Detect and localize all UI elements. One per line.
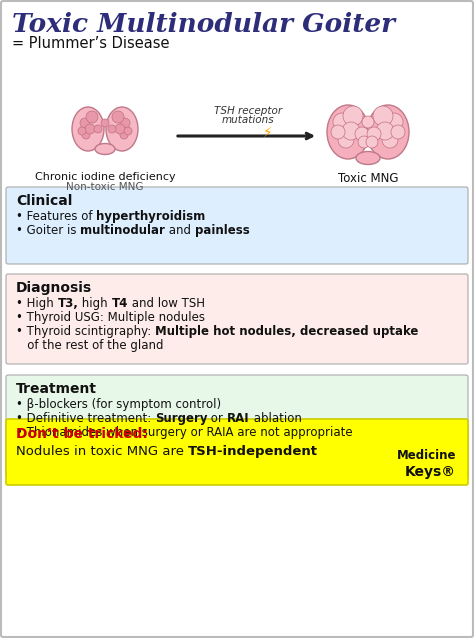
Text: Nodules in toxic MNG are: Nodules in toxic MNG are	[16, 445, 188, 458]
Circle shape	[124, 127, 132, 135]
Ellipse shape	[327, 105, 369, 159]
Circle shape	[115, 124, 125, 134]
Circle shape	[82, 131, 90, 139]
Circle shape	[101, 119, 109, 127]
Text: painless: painless	[195, 224, 250, 237]
Ellipse shape	[356, 151, 380, 165]
Ellipse shape	[367, 105, 409, 159]
Text: ablation: ablation	[250, 412, 301, 425]
Text: Chronic iodine deficiency: Chronic iodine deficiency	[35, 172, 175, 182]
Text: TSH receptor: TSH receptor	[214, 106, 282, 116]
Circle shape	[343, 106, 363, 126]
Circle shape	[338, 132, 354, 148]
Text: T3,: T3,	[57, 297, 78, 310]
Text: Toxic Multinodular Goiter: Toxic Multinodular Goiter	[12, 12, 395, 37]
Text: Medicine: Medicine	[396, 449, 456, 462]
Ellipse shape	[95, 144, 115, 154]
Text: T4: T4	[112, 297, 128, 310]
Circle shape	[391, 125, 405, 139]
Text: and: and	[165, 224, 195, 237]
Text: multinodular: multinodular	[80, 224, 165, 237]
Circle shape	[120, 118, 130, 128]
Text: decreased uptake: decreased uptake	[300, 325, 418, 338]
Text: • Features of: • Features of	[16, 210, 96, 223]
Circle shape	[342, 122, 360, 140]
Text: • Thyroid USG: Multiple nodules: • Thyroid USG: Multiple nodules	[16, 311, 205, 324]
Ellipse shape	[72, 107, 104, 151]
Text: hyperthyroidism: hyperthyroidism	[96, 210, 206, 223]
Circle shape	[120, 131, 128, 139]
Text: Diagnosis: Diagnosis	[16, 281, 92, 295]
Circle shape	[94, 125, 102, 133]
FancyBboxPatch shape	[6, 419, 468, 485]
Text: mutations: mutations	[222, 115, 274, 125]
Text: TSH-independent: TSH-independent	[188, 445, 318, 458]
Text: • Definitive treatment:: • Definitive treatment:	[16, 412, 155, 425]
Circle shape	[373, 106, 393, 126]
Text: = Plummer’s Disease: = Plummer’s Disease	[12, 36, 170, 51]
Circle shape	[333, 113, 351, 131]
Text: and low TSH: and low TSH	[128, 297, 205, 310]
Text: Keys®: Keys®	[405, 465, 456, 479]
Text: • β-blockers (for symptom control): • β-blockers (for symptom control)	[16, 398, 221, 411]
Circle shape	[358, 136, 370, 148]
Ellipse shape	[106, 107, 138, 151]
Circle shape	[78, 127, 86, 135]
Text: of the rest of the gland: of the rest of the gland	[16, 339, 164, 352]
Text: Multiple hot nodules,: Multiple hot nodules,	[155, 325, 296, 338]
Text: Treatment: Treatment	[16, 382, 97, 396]
Text: high: high	[78, 297, 112, 310]
Circle shape	[86, 111, 98, 123]
FancyBboxPatch shape	[6, 375, 468, 476]
Text: • High: • High	[16, 297, 57, 310]
Circle shape	[108, 125, 116, 133]
Text: ⚡: ⚡	[263, 126, 273, 140]
Text: RAI: RAI	[227, 412, 250, 425]
Text: • Thionamides when surgery or RAIA are not appropriate: • Thionamides when surgery or RAIA are n…	[16, 426, 353, 439]
Circle shape	[85, 124, 95, 134]
Text: • Goiter is: • Goiter is	[16, 224, 80, 237]
Circle shape	[80, 118, 90, 128]
Text: Don’t be tricked:: Don’t be tricked:	[16, 427, 148, 441]
Text: Clinical: Clinical	[16, 194, 73, 208]
Circle shape	[376, 122, 394, 140]
FancyBboxPatch shape	[6, 274, 468, 364]
Circle shape	[362, 116, 374, 128]
Circle shape	[385, 113, 403, 131]
Text: or: or	[208, 412, 227, 425]
Circle shape	[366, 136, 378, 148]
FancyBboxPatch shape	[6, 187, 468, 264]
Text: Surgery: Surgery	[155, 412, 208, 425]
Circle shape	[367, 127, 381, 141]
Circle shape	[382, 132, 398, 148]
Text: Toxic MNG: Toxic MNG	[338, 172, 398, 185]
Circle shape	[112, 111, 124, 123]
Text: Non-toxic MNG: Non-toxic MNG	[66, 182, 144, 192]
Circle shape	[355, 127, 369, 141]
Text: • Thyroid scintigraphy:: • Thyroid scintigraphy:	[16, 325, 155, 338]
Circle shape	[331, 125, 345, 139]
